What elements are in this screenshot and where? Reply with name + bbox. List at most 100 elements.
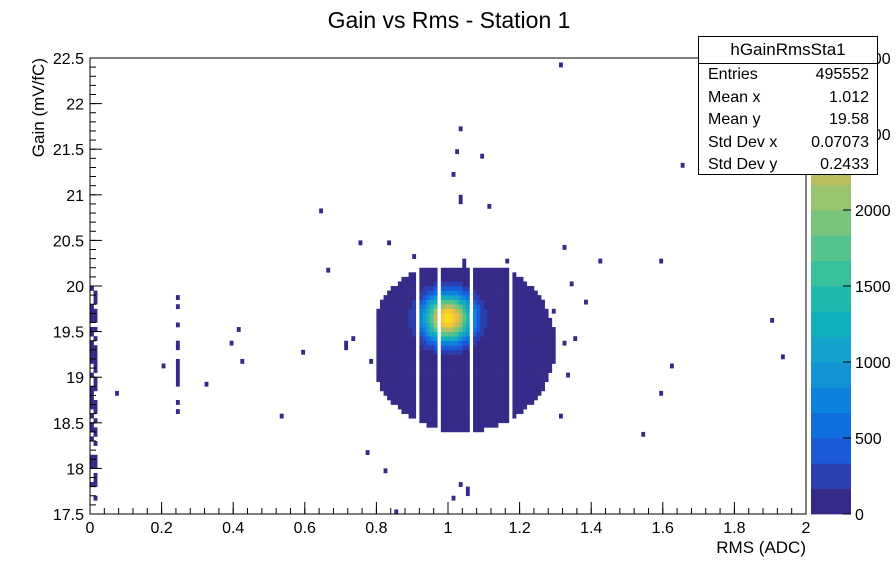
heatmap-cell (458, 427, 463, 433)
heatmap-cell (476, 322, 481, 328)
heatmap-cell (505, 276, 510, 282)
heatmap-cell (397, 308, 402, 314)
heatmap-cell (526, 322, 531, 328)
heatmap-cell (401, 358, 406, 364)
heatmap-cell (408, 313, 413, 319)
heatmap-cell (476, 308, 481, 314)
heatmap-cell (487, 358, 492, 364)
heatmap-cell (440, 395, 445, 401)
heatmap-cell (430, 409, 434, 414)
heatmap-cell (462, 422, 467, 428)
heatmap-cell (501, 313, 506, 319)
heatmap-cell (430, 290, 434, 296)
heatmap-cell (379, 386, 384, 392)
heatmap-cell (465, 363, 470, 369)
heatmap-cell (451, 395, 456, 401)
heatmap-cell (451, 272, 456, 278)
heatmap-cell (526, 368, 531, 373)
heatmap-cell (433, 267, 438, 273)
heatmap-cell (526, 390, 531, 396)
heatmap-cell (448, 340, 452, 346)
heatmap-cell (494, 358, 499, 364)
heatmap-cell (465, 327, 470, 332)
heatmap-cell (523, 290, 528, 296)
heatmap-cell (401, 386, 406, 392)
heatmap-cell (412, 336, 417, 342)
heatmap-cell (476, 395, 481, 401)
stats-label: Std Dev x (708, 133, 778, 151)
heatmap-cell (512, 331, 517, 337)
heatmap-cell (533, 358, 538, 364)
heatmap-cell (433, 400, 438, 405)
heatmap-cell (451, 400, 456, 405)
heatmap-cell (551, 349, 556, 355)
heatmap-cell (430, 340, 434, 346)
heatmap-cell (465, 409, 470, 414)
heatmap-cell (512, 299, 517, 305)
heatmap-cell (405, 290, 409, 296)
heatmap-cell (433, 340, 438, 346)
heatmap-cell (551, 331, 556, 337)
heatmap-cell (476, 317, 481, 323)
heatmap-cell (512, 400, 517, 405)
heatmap-cell (476, 358, 481, 364)
heatmap-cell (498, 395, 502, 401)
heatmap-cell (412, 386, 417, 392)
heatmap-cell (451, 322, 456, 328)
heatmap-cell (462, 263, 467, 269)
stats-row: Std Dev x 0.07073 (699, 132, 877, 155)
heatmap-cell (551, 308, 556, 314)
heatmap-cell (476, 295, 481, 300)
heatmap-cell (490, 272, 495, 278)
heatmap-cell (433, 377, 438, 383)
heatmap-cell (387, 358, 392, 364)
heatmap-cell (426, 409, 431, 414)
heatmap-cell (394, 509, 399, 515)
heatmap-cell (501, 331, 506, 337)
heatmap-cell (465, 340, 470, 346)
heatmap-cell (422, 290, 427, 296)
heatmap-cell (537, 331, 542, 337)
heatmap-cell (473, 322, 477, 328)
heatmap-cell (397, 354, 402, 360)
heatmap-cell (458, 409, 463, 414)
heatmap-cell (397, 390, 402, 396)
heatmap-cell (476, 413, 481, 419)
heatmap-cell (473, 308, 477, 314)
heatmap-cell (544, 345, 549, 351)
heatmap-cell (505, 336, 510, 342)
heatmap-cell (541, 313, 545, 319)
heatmap-cell (401, 276, 406, 282)
heatmap-cell (544, 349, 549, 355)
heatmap-cell (90, 427, 94, 433)
heatmap-cell (480, 418, 485, 424)
heatmap-cell (444, 413, 449, 419)
heatmap-cell (451, 281, 456, 287)
heatmap-cell (541, 345, 545, 351)
heatmap-cell (451, 372, 456, 378)
heatmap-cell (440, 427, 445, 433)
heatmap-cell (537, 313, 542, 319)
heatmap-cell (526, 286, 531, 291)
heatmap-cell (523, 377, 528, 383)
heatmap-cell (501, 413, 506, 419)
heatmap-cell (390, 308, 395, 314)
heatmap-cell (501, 290, 506, 296)
heatmap-cell (451, 363, 456, 369)
heatmap-cell (548, 340, 553, 346)
heatmap-cell (530, 299, 535, 305)
heatmap-cell (444, 286, 449, 291)
heatmap-cell (440, 345, 445, 351)
heatmap-cell (433, 322, 438, 328)
heatmap-cell (501, 340, 506, 346)
heatmap-cell (462, 258, 467, 264)
heatmap-cell (440, 404, 445, 410)
heatmap-cell (490, 422, 495, 428)
heatmap-cell (473, 372, 477, 378)
heatmap-cell (444, 427, 449, 433)
heatmap-cell (512, 390, 517, 396)
heatmap-cell (433, 317, 438, 323)
stats-label: Std Dev y (708, 156, 778, 173)
heatmap-cell (426, 418, 431, 424)
heatmap-cell (526, 304, 531, 310)
